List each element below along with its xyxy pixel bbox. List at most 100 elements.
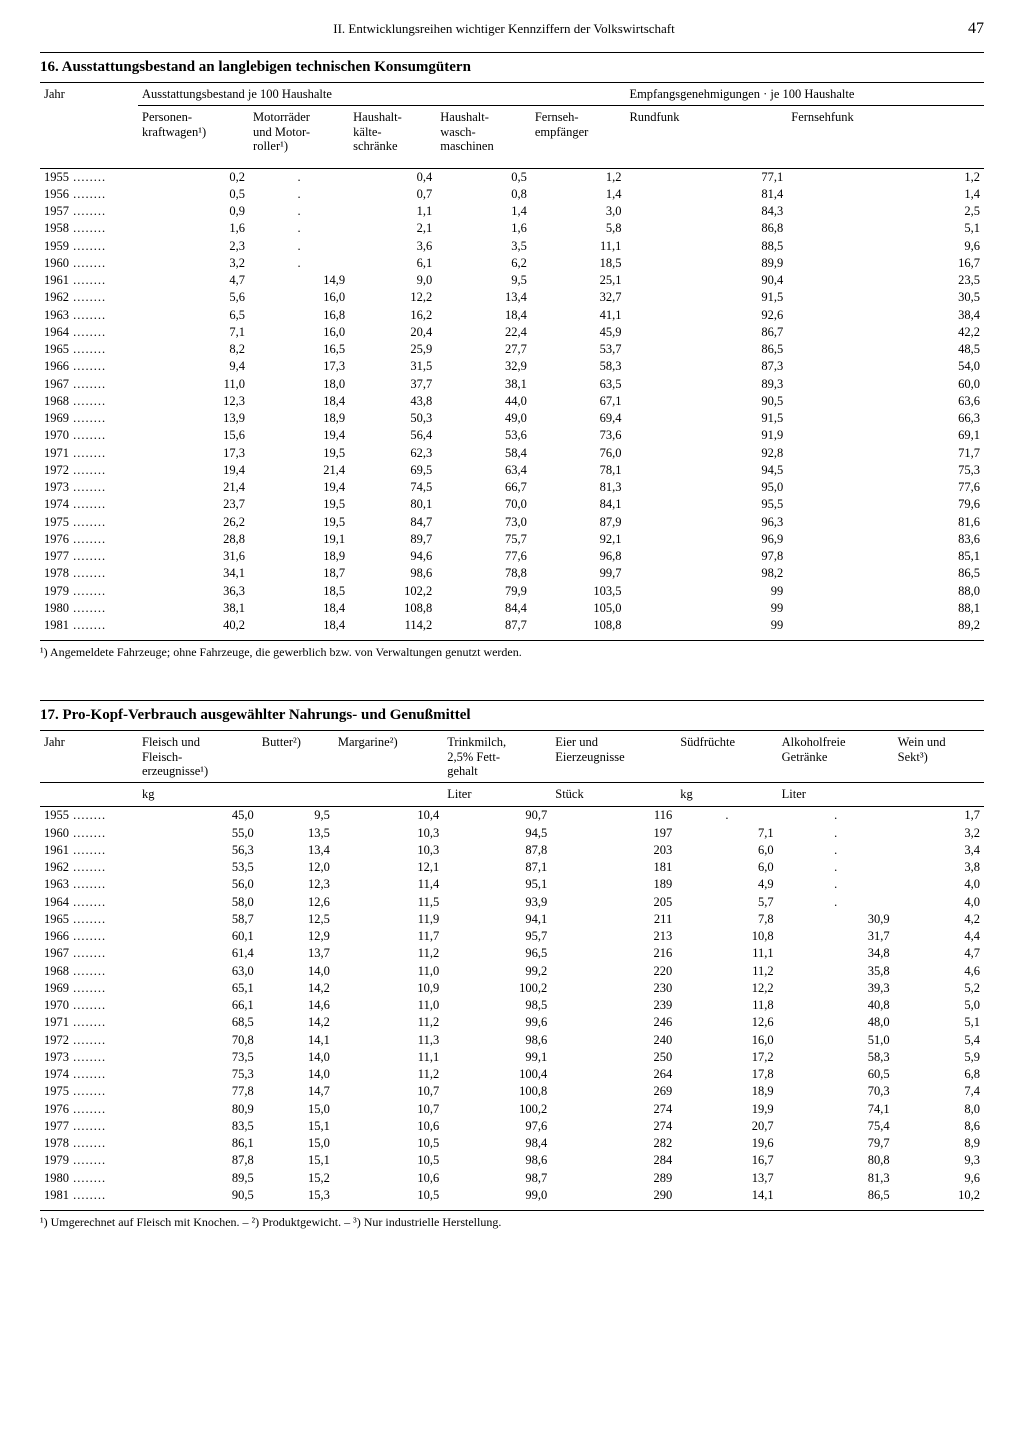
value-cell: 3,8	[894, 859, 984, 876]
value-cell: 13,4	[436, 289, 531, 306]
value-cell: 13,7	[258, 945, 334, 962]
value-cell: 4,2	[894, 911, 984, 928]
table17: Jahr Fleisch undFleisch-erzeugnisse¹) Bu…	[40, 730, 984, 1204]
value-cell: 3,0	[531, 203, 626, 220]
value-cell: 30,9	[778, 911, 894, 928]
value-cell: 99,2	[443, 963, 551, 980]
year-cell: 1960 ........	[40, 255, 138, 272]
value-cell: 99,7	[531, 565, 626, 582]
value-cell: 12,6	[676, 1014, 777, 1031]
value-cell: 15,3	[258, 1187, 334, 1204]
value-cell: 89,2	[787, 617, 984, 634]
value-cell: 3,5	[436, 238, 531, 255]
value-cell: 290	[551, 1187, 676, 1204]
value-cell: 19,4	[138, 462, 249, 479]
table16-title: 16. Ausstattungsbestand an langlebigen t…	[40, 52, 984, 76]
value-cell: 19,4	[249, 479, 349, 496]
value-cell: 88,5	[625, 238, 787, 255]
value-cell: 7,8	[676, 911, 777, 928]
value-cell: 53,5	[138, 859, 258, 876]
value-cell: 12,0	[258, 859, 334, 876]
value-cell: 1,4	[531, 186, 626, 203]
value-cell: 10,2	[894, 1187, 984, 1204]
value-cell: 4,7	[894, 945, 984, 962]
value-cell: 0,4	[349, 168, 436, 186]
value-cell: 1,2	[787, 168, 984, 186]
year-cell: 1962 ........	[40, 859, 138, 876]
value-cell: 98,6	[443, 1152, 551, 1169]
value-cell: 56,4	[349, 427, 436, 444]
value-cell: 17,3	[138, 445, 249, 462]
year-cell: 1976 ........	[40, 531, 138, 548]
value-cell: 81,6	[787, 514, 984, 531]
value-cell: 19,4	[249, 427, 349, 444]
value-cell: 65,1	[138, 980, 258, 997]
year-cell: 1969 ........	[40, 980, 138, 997]
value-cell: 11,8	[676, 997, 777, 1014]
table17-head-c1: Fleisch undFleisch-erzeugnisse¹)	[138, 731, 258, 783]
value-cell: 7,1	[676, 825, 777, 842]
value-cell: 18,9	[249, 410, 349, 427]
value-cell: 10,5	[334, 1152, 443, 1169]
value-cell: 189	[551, 876, 676, 893]
value-cell: 211	[551, 911, 676, 928]
value-cell: 114,2	[349, 617, 436, 634]
value-cell: 18,4	[249, 617, 349, 634]
value-cell: 75,4	[778, 1118, 894, 1135]
value-cell: 14,9	[249, 272, 349, 289]
value-cell: 10,9	[334, 980, 443, 997]
value-cell: 86,5	[625, 341, 787, 358]
value-cell: 10,8	[676, 928, 777, 945]
value-cell: 48,5	[787, 341, 984, 358]
value-cell: 40,8	[778, 997, 894, 1014]
value-cell: 269	[551, 1083, 676, 1100]
value-cell: 13,7	[676, 1170, 777, 1187]
value-cell: 6,0	[676, 859, 777, 876]
value-cell: 16,0	[249, 289, 349, 306]
year-cell: 1973 ........	[40, 1049, 138, 1066]
value-cell: 98,6	[443, 1032, 551, 1049]
value-cell: 31,7	[778, 928, 894, 945]
value-cell: 289	[551, 1170, 676, 1187]
value-cell: 6,2	[436, 255, 531, 272]
value-cell: 5,0	[894, 997, 984, 1014]
table16-head-c5: Fernseh-empfänger	[531, 106, 626, 168]
value-cell: 70,3	[778, 1083, 894, 1100]
value-cell: 81,4	[625, 186, 787, 203]
value-cell: 3,2	[894, 825, 984, 842]
table16-head-c7: Fernsehfunk	[787, 106, 984, 168]
table16-head-group2: Empfangsgenehmigungen · je 100 Haushalte	[625, 83, 984, 106]
value-cell: .	[249, 238, 349, 255]
value-cell: 98,5	[443, 997, 551, 1014]
value-cell: 75,3	[138, 1066, 258, 1083]
table16-head-group1: Ausstattungsbestand je 100 Haushalte	[138, 83, 625, 106]
value-cell: 3,6	[349, 238, 436, 255]
value-cell: 0,5	[138, 186, 249, 203]
value-cell: 9,4	[138, 358, 249, 375]
table16-head-c1: Personen-kraftwagen¹)	[138, 106, 249, 168]
value-cell: 95,1	[443, 876, 551, 893]
year-cell: 1979 ........	[40, 1152, 138, 1169]
value-cell: 6,8	[894, 1066, 984, 1083]
value-cell: 11,0	[334, 997, 443, 1014]
value-cell: 16,5	[249, 341, 349, 358]
value-cell: 11,4	[334, 876, 443, 893]
table17-head-c3: Margarine²)	[334, 731, 443, 783]
value-cell: .	[778, 859, 894, 876]
year-cell: 1962 ........	[40, 289, 138, 306]
value-cell: .	[778, 876, 894, 893]
value-cell: 0,8	[436, 186, 531, 203]
table17-head-c5: Eier undEierzeugnisse	[551, 731, 676, 783]
value-cell: 116	[551, 807, 676, 825]
value-cell: 20,4	[349, 324, 436, 341]
value-cell: 98,7	[443, 1170, 551, 1187]
value-cell: 97,6	[443, 1118, 551, 1135]
year-cell: 1974 ........	[40, 1066, 138, 1083]
value-cell: 3,2	[138, 255, 249, 272]
value-cell: 3,4	[894, 842, 984, 859]
page-header: II. Entwicklungsreihen wichtiger Kennzif…	[40, 20, 984, 38]
value-cell: 0,2	[138, 168, 249, 186]
value-cell: 19,5	[249, 514, 349, 531]
value-cell: 86,5	[778, 1187, 894, 1204]
value-cell: 71,7	[787, 445, 984, 462]
